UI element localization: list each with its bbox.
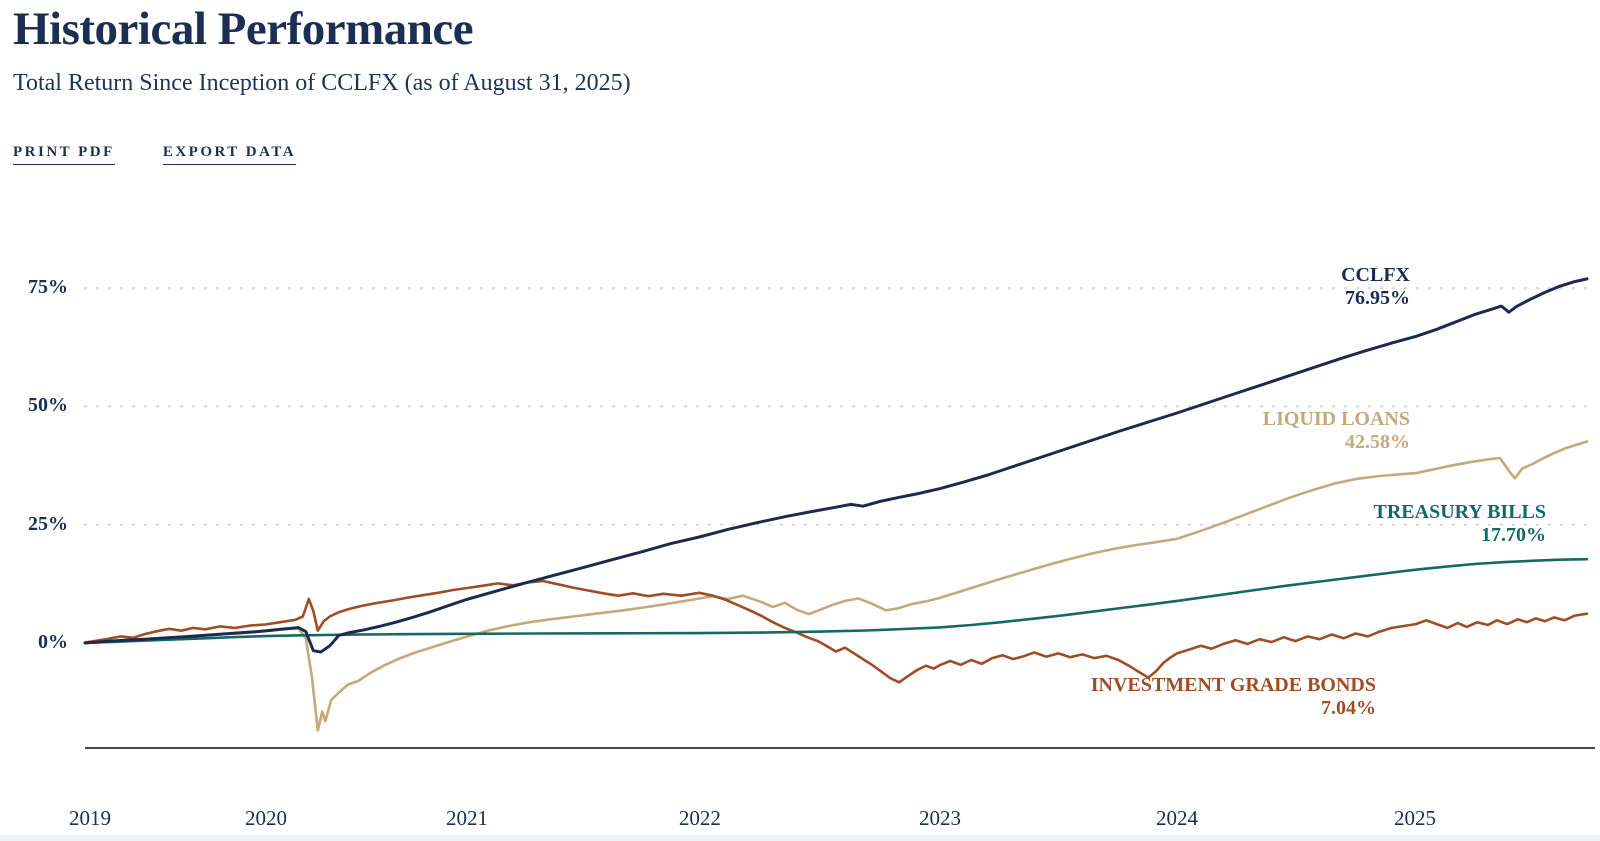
series-name-cclfx: CCLFX [1341,264,1410,286]
series-name-treasury-bills: TREASURY BILLS [1373,501,1547,523]
y-tick-50pct: 50% [28,394,68,417]
x-tick-2024: 2024 [1155,806,1198,830]
x-tick-2020: 2020 [244,806,287,830]
page-title: Historical Performance [13,3,474,55]
y-tick-0pct: 0% [38,631,68,654]
x-tick-2022: 2022 [678,806,721,830]
series-label-investment-grade-bonds: INVESTMENT GRADE BONDS 7.04% [1091,674,1376,720]
export-data-link[interactable]: EXPORT DATA [162,144,297,165]
series-final-value-treasury-bills: 17.70% [1481,524,1546,546]
x-tick-2023: 2023 [918,806,961,830]
series-label-treasury-bills: TREASURY BILLS 17.70% [1374,501,1547,547]
series-final-value-investment-grade-bonds: 7.04% [1321,697,1376,719]
page-subtitle: Total Return Since Inception of CCLFX (a… [13,70,631,96]
x-tick-2021: 2021 [445,806,488,830]
print-pdf-link[interactable]: PRINT PDF [13,144,115,165]
x-tick-2025: 2025 [1394,806,1437,830]
series-final-value-liquid-loans: 42.58% [1345,431,1410,453]
series-line-treasury-bills [83,557,1589,645]
next-section-edge [0,835,1600,841]
series-label-liquid-loans: LIQUID LOANS 42.58% [1263,408,1410,454]
series-label-cclfx: CCLFX 76.95% [1341,264,1410,310]
toolbar: PRINT PDF EXPORT DATA [13,144,297,165]
series-final-value-cclfx: 76.95% [1345,287,1410,309]
series-name-liquid-loans: LIQUID LOANS [1262,408,1410,430]
series-line-investment-grade-bonds [83,579,1589,684]
y-tick-25pct: 25% [28,512,68,535]
series-name-investment-grade-bonds: INVESTMENT GRADE BONDS [1090,674,1376,696]
series-line-cclfx [83,277,1589,654]
x-tick-2019: 2019 [68,806,111,830]
y-tick-75pct: 75% [28,276,68,299]
